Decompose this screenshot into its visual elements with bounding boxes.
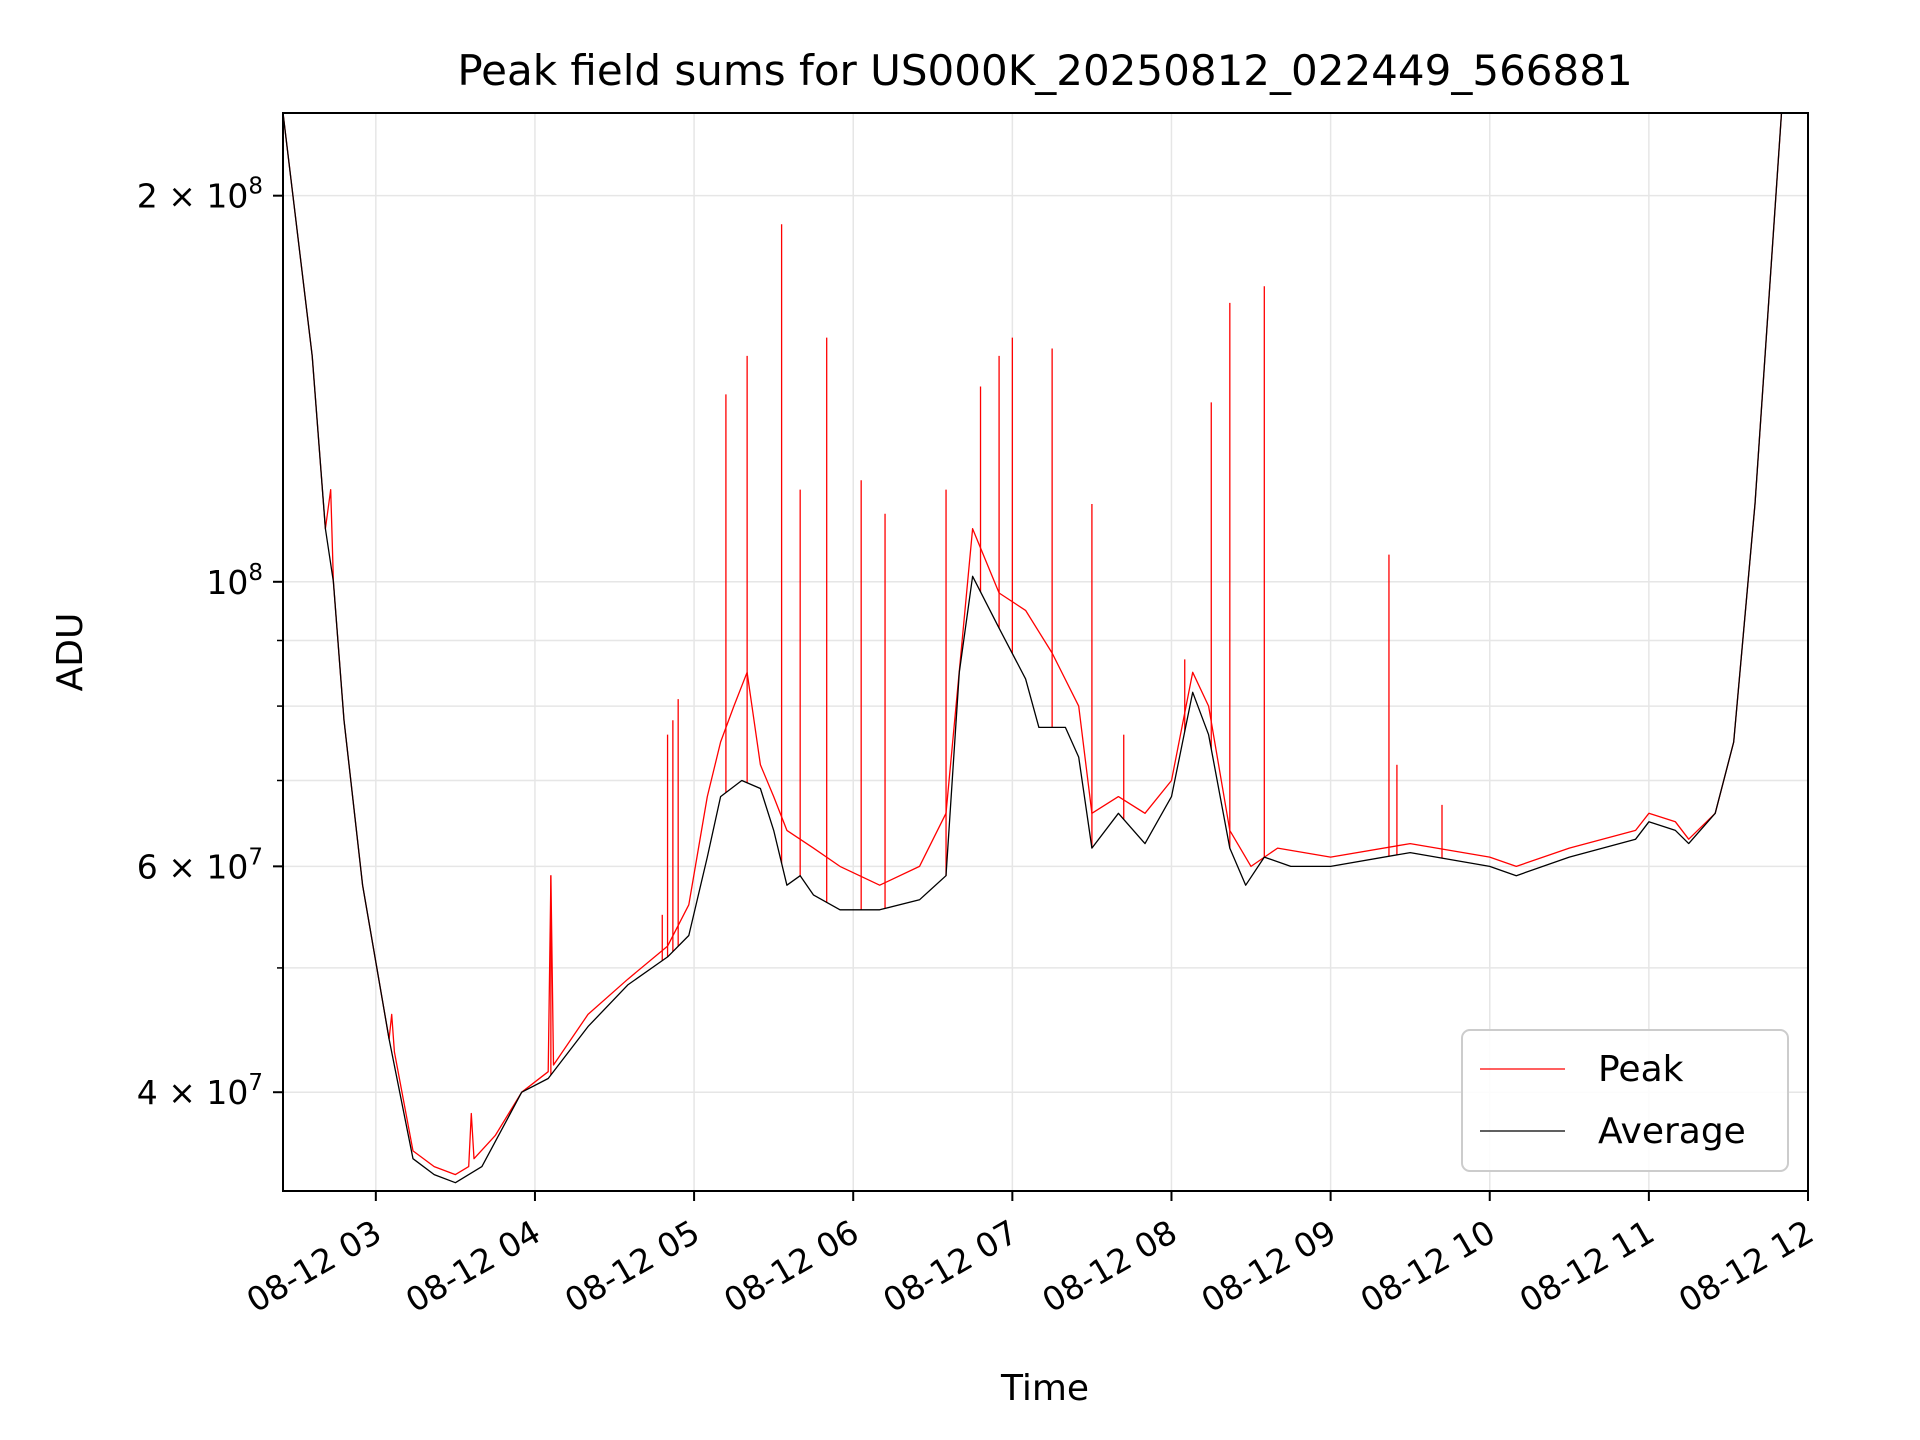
peak-series [282, 112, 1783, 1176]
y-tick-label: 4 × 107 [137, 1070, 263, 1112]
plot-frame [282, 112, 1809, 1192]
y-axis: 4 × 107 6 × 107 108 2 × 108 [137, 174, 283, 1112]
legend-box [1461, 1029, 1789, 1172]
chart-title: Peak field sums for US000K_20250812_0224… [457, 46, 1632, 95]
y-axis-label: ADU [50, 613, 91, 692]
y-tick-label: 2 × 108 [137, 174, 263, 216]
legend: Peak Average [1461, 1029, 1789, 1172]
y-tick-label: 108 [206, 560, 263, 602]
average-series [282, 112, 1783, 1184]
y-tick-label: 6 × 107 [137, 844, 263, 886]
legend-peak-label: Peak [1598, 1049, 1684, 1090]
average-line [282, 112, 1783, 1184]
x-axis-label: Time [1000, 1368, 1089, 1409]
legend-average-label: Average [1598, 1111, 1746, 1152]
